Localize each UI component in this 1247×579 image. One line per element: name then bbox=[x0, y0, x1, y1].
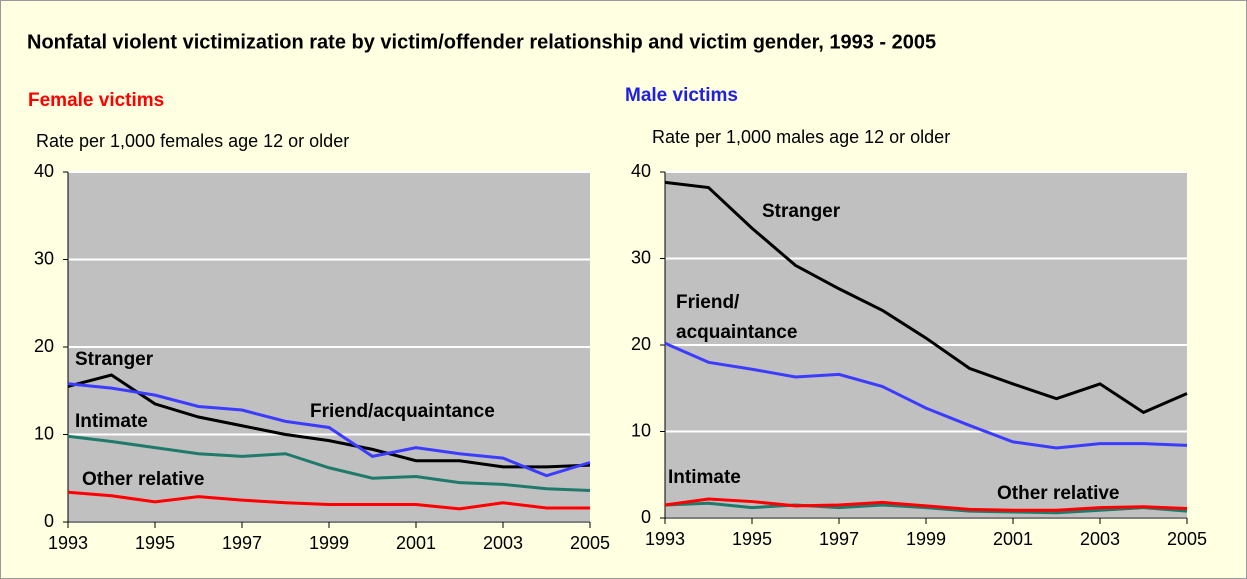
y-tick-label: 0 bbox=[641, 507, 651, 527]
x-tick-label: 2001 bbox=[993, 529, 1033, 549]
y-tick-label: 30 bbox=[34, 248, 54, 268]
y-axis-label: Rate per 1,000 males age 12 or older bbox=[652, 127, 950, 147]
series-label: Intimate bbox=[75, 411, 148, 432]
y-axis-label: Rate per 1,000 females age 12 or older bbox=[36, 131, 349, 151]
subtitle: Male victims bbox=[625, 85, 738, 106]
y-tick-label: 20 bbox=[34, 336, 54, 356]
series-label: Friend/acquaintance bbox=[676, 292, 797, 343]
series-line bbox=[67, 490, 590, 511]
series-line bbox=[67, 382, 591, 478]
y-tick-label: 30 bbox=[631, 247, 651, 267]
subtitle: Female victims bbox=[28, 90, 164, 111]
series-line bbox=[664, 501, 1188, 515]
y-tick-label: 40 bbox=[34, 161, 54, 181]
series-label: Stranger bbox=[762, 201, 841, 222]
x-tick-label: 1995 bbox=[135, 533, 175, 553]
series-line bbox=[67, 373, 591, 469]
x-tick-label: 2005 bbox=[570, 533, 610, 553]
y-tick-label: 40 bbox=[631, 161, 651, 181]
x-tick-label: 1997 bbox=[222, 533, 262, 553]
x-tick-label: 1993 bbox=[48, 533, 88, 553]
x-tick-label: 1993 bbox=[645, 529, 685, 549]
series-line bbox=[664, 180, 1188, 415]
series-label: Stranger bbox=[75, 349, 154, 370]
series-line bbox=[664, 497, 1188, 512]
series-label: Friend/acquaintance bbox=[310, 401, 495, 422]
x-tick-label: 2001 bbox=[396, 533, 436, 553]
series-label: Intimate bbox=[668, 467, 741, 488]
x-tick-label: 1997 bbox=[819, 529, 859, 549]
x-tick-label: 2003 bbox=[1080, 529, 1120, 549]
y-tick-label: 10 bbox=[34, 423, 54, 443]
x-tick-label: 1999 bbox=[906, 529, 946, 549]
x-tick-label: 2005 bbox=[1167, 529, 1207, 549]
y-tick-label: 20 bbox=[631, 334, 651, 354]
series-line bbox=[67, 434, 591, 492]
series-label: Other relative bbox=[997, 483, 1120, 504]
y-tick-label: 10 bbox=[631, 420, 651, 440]
x-tick-label: 1995 bbox=[732, 529, 772, 549]
y-tick-label: 0 bbox=[44, 511, 54, 531]
x-tick-label: 2003 bbox=[483, 533, 523, 553]
page-title: Nonfatal violent victimization rate by v… bbox=[27, 31, 936, 53]
x-tick-label: 1999 bbox=[309, 533, 349, 553]
series-label: Other relative bbox=[82, 469, 205, 490]
series-line bbox=[664, 341, 1188, 450]
